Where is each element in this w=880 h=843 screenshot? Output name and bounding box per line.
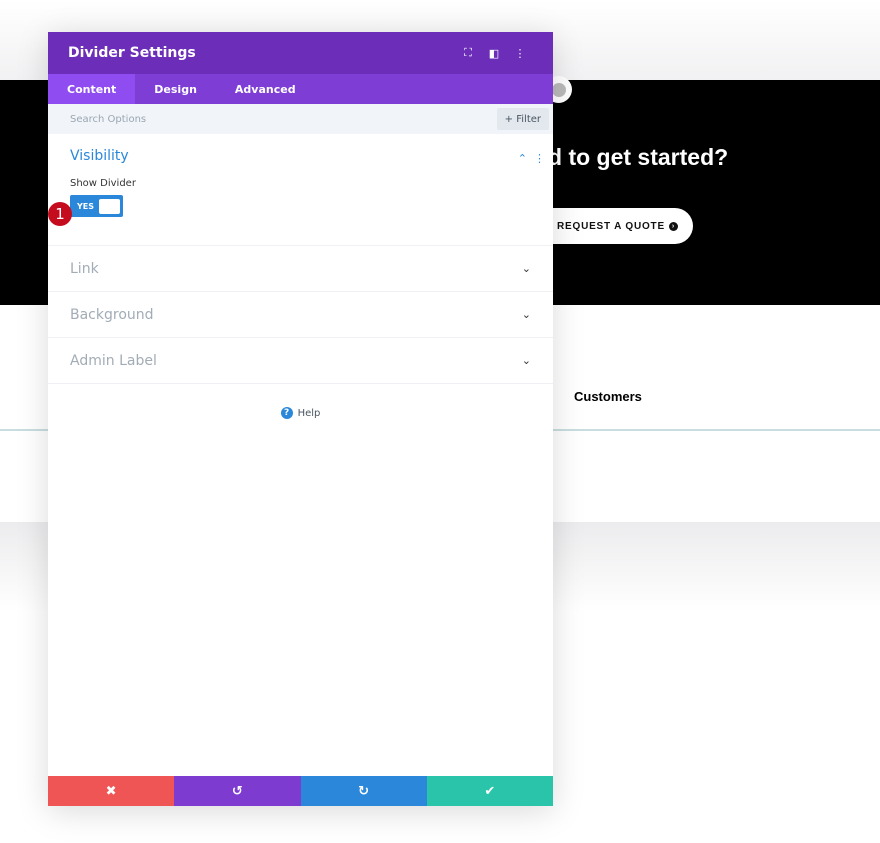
chevron-down-icon: ⌄ [521, 354, 531, 367]
show-divider-label: Show Divider [70, 178, 136, 189]
section-admin-label[interactable]: Admin Label ⌄ [48, 338, 553, 384]
visibility-title[interactable]: Visibility [70, 148, 129, 164]
visibility-section: Visibility ⌃ ⋮ Show Divider YES 1 [48, 134, 553, 246]
close-icon: ✖ [105, 783, 117, 799]
toggle-knob [99, 198, 120, 214]
tab-design[interactable]: Design [154, 82, 197, 96]
section-link[interactable]: Link ⌄ [48, 246, 553, 292]
tab-content[interactable]: Content [48, 74, 136, 104]
chevron-down-icon: ⌄ [521, 262, 531, 275]
search-input[interactable]: Search Options [70, 113, 147, 125]
divider-settings-modal: Divider Settings ⛶ ◧ ⋮ Content Design Ad… [48, 32, 553, 806]
modal-tabs: Content Design Advanced [48, 74, 553, 104]
help-link[interactable]: ? Help [48, 407, 553, 419]
search-bar: Search Options + Filter [48, 104, 553, 134]
filter-button[interactable]: + Filter [496, 108, 549, 130]
redo-icon: ↻ [358, 783, 370, 799]
customers-heading: Customers [574, 389, 642, 404]
redo-button[interactable]: ↻ [300, 776, 427, 806]
section-background[interactable]: Background ⌄ [48, 292, 553, 338]
help-icon: ? [280, 407, 293, 419]
modal-header: Divider Settings ⛶ ◧ ⋮ [48, 32, 553, 74]
cta-headline: d to get started? [548, 144, 729, 170]
chevron-down-icon: ⌄ [521, 308, 531, 321]
save-button[interactable]: ✔ [426, 776, 553, 806]
show-divider-toggle[interactable]: YES [70, 195, 123, 217]
step-badge: 1 [48, 202, 72, 226]
undo-button[interactable]: ↺ [174, 776, 301, 806]
more-vertical-icon[interactable]: ⋮ [514, 46, 526, 60]
modal-footer: ✖ ↺ ↻ ✔ [48, 776, 553, 806]
split-view-icon[interactable]: ◧ [488, 46, 500, 60]
check-icon: ✔ [484, 783, 496, 799]
fullscreen-icon[interactable]: ⛶ [464, 46, 472, 59]
undo-icon: ↺ [231, 783, 243, 799]
chevron-up-icon[interactable]: ⌃ [517, 152, 527, 165]
cancel-button[interactable]: ✖ [48, 776, 175, 806]
more-vertical-icon[interactable]: ⋮ [534, 152, 545, 165]
modal-title: Divider Settings [68, 45, 196, 61]
tab-advanced[interactable]: Advanced [234, 82, 296, 96]
plus-icon: + [504, 113, 517, 125]
arrow-circle-right-icon: › [668, 221, 678, 231]
